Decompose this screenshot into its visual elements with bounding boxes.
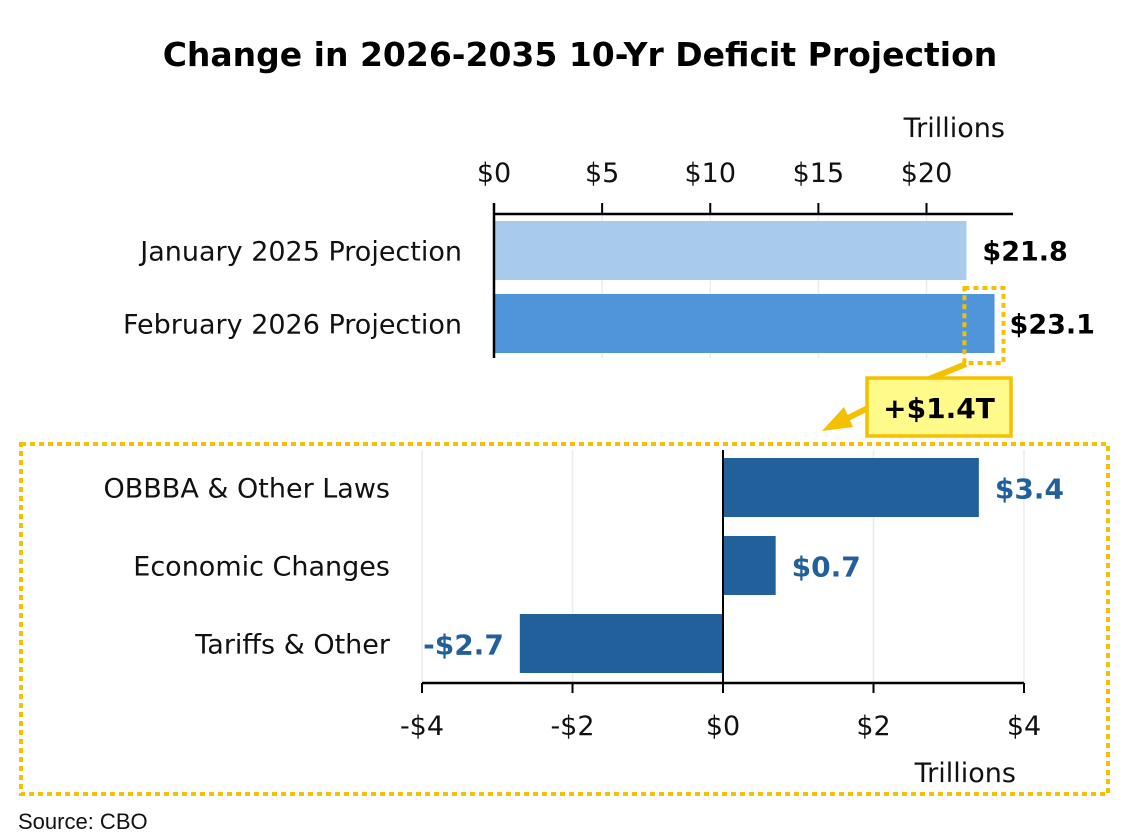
top-category-labels: January 2025 Projection February 2026 Pro…: [123, 237, 462, 341]
source-note: Source: CBO: [18, 809, 148, 834]
breakdown-highlight-box: [19, 442, 1110, 796]
top-tick-labels: $0 $5 $10 $15 $20: [477, 158, 952, 189]
change-callout: +$1.4T: [822, 286, 1013, 438]
top-tick-label: $15: [793, 158, 845, 189]
top-tick-label: $5: [585, 158, 619, 189]
top-value-label: $21.8: [982, 237, 1067, 268]
bottom-category-label: OBBBA & Other Laws: [104, 474, 391, 505]
top-bar: [495, 294, 995, 353]
top-tick-label: $20: [901, 158, 953, 189]
top-tick-label: $10: [684, 158, 736, 189]
bottom-category-label: Tariffs & Other: [194, 630, 391, 661]
callout-arrow-icon: [822, 407, 853, 431]
bottom-value-label: -$2.7: [423, 629, 504, 662]
top-value-labels: $21.8 $23.1: [982, 237, 1095, 341]
bottom-tick-labels: -$4 -$2 $0 $2 $4: [400, 711, 1041, 742]
top-value-label: $23.1: [1010, 310, 1095, 341]
bottom-tick-label: $2: [856, 711, 890, 742]
bottom-bars: [519, 458, 979, 673]
top-axis: [492, 203, 1013, 358]
change-highlight-box: [962, 286, 1006, 365]
bottom-bar: [723, 458, 979, 517]
bottom-tick-label: $0: [706, 711, 740, 742]
top-bars: [495, 221, 995, 353]
bottom-bar: [723, 536, 776, 595]
bottom-axis-unit-label: Trillions: [914, 758, 1016, 789]
top-category-label: February 2026 Projection: [123, 310, 462, 341]
bottom-category-labels: OBBBA & Other Laws Economic Changes Tariff…: [104, 474, 391, 661]
bottom-value-label: $3.4: [995, 473, 1064, 506]
bottom-axis: [421, 450, 1025, 693]
bottom-value-label: $0.7: [792, 551, 861, 584]
callout-text: +$1.4T: [883, 392, 995, 425]
bottom-gridlines: [421, 450, 1025, 683]
bottom-tick-label: -$4: [400, 711, 444, 742]
bottom-category-label: Economic Changes: [133, 552, 390, 583]
top-category-label: January 2025 Projection: [138, 237, 462, 268]
chart-title: Change in 2026-2035 10-Yr Deficit Projec…: [163, 35, 998, 74]
top-tick-label: $0: [477, 158, 511, 189]
bottom-tick-label: $4: [1007, 711, 1041, 742]
bottom-bar: [519, 614, 723, 673]
bottom-value-labels: $3.4 $0.7 -$2.7: [423, 473, 1064, 662]
callout-box: [865, 376, 1013, 438]
top-axis-unit-label: Trillions: [903, 113, 1005, 144]
bottom-tick-label: -$2: [550, 711, 594, 742]
top-bar: [495, 221, 967, 280]
